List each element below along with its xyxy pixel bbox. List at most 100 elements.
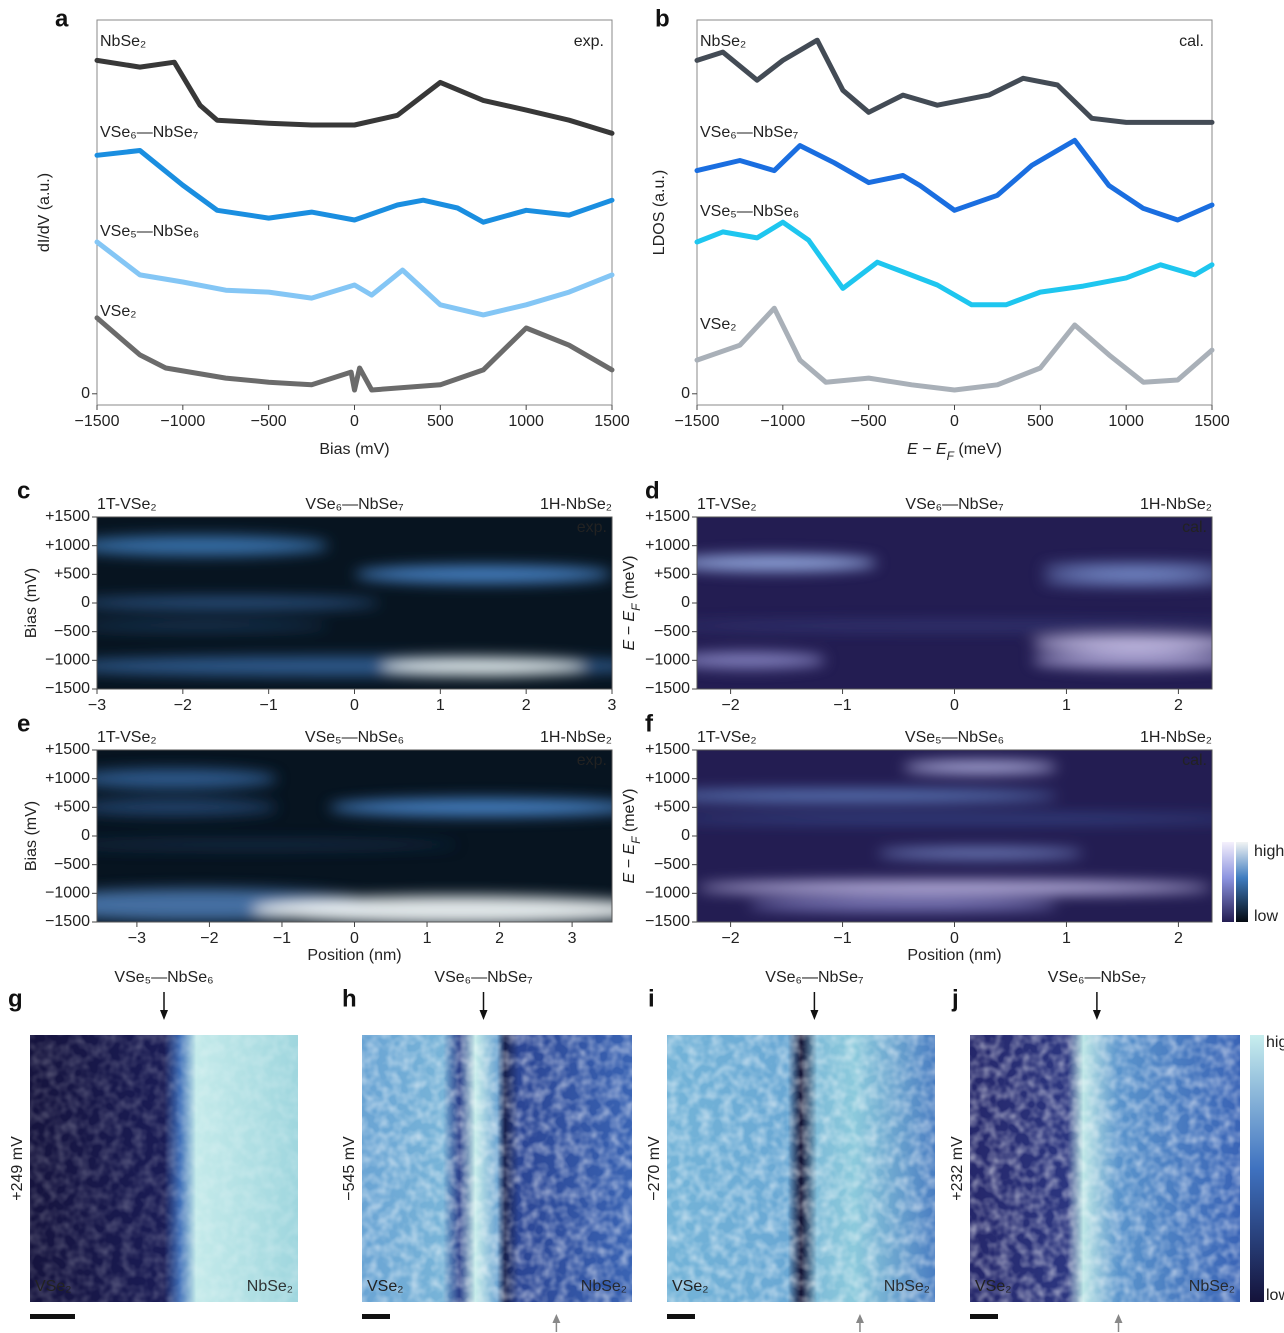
- series-label: VSe₅—NbSe₆: [100, 223, 199, 240]
- stm-texture: [30, 1035, 298, 1302]
- heatmap-band: [748, 898, 1058, 911]
- arrow-head: [1092, 1010, 1101, 1020]
- series-line: [94, 148, 615, 225]
- y-tick-label: 0: [81, 827, 90, 844]
- heatmap-band: [97, 597, 381, 609]
- series-line: [94, 315, 615, 393]
- heatmap-band: [1042, 563, 1212, 574]
- y-tick-label: +500: [54, 799, 90, 816]
- panel-letter: c: [17, 477, 30, 504]
- x-tick-label: −1: [273, 930, 291, 947]
- x-axis-label: Position (nm): [307, 947, 401, 964]
- x-axis-label: Bias (mV): [319, 441, 389, 458]
- panel-letter: b: [655, 5, 670, 32]
- panel-tag: exp.: [577, 752, 607, 769]
- junction-label: VSe₆—NbSe₇: [434, 969, 532, 986]
- x-tick-label: 1: [436, 697, 445, 714]
- x-tick-label: −1500: [75, 413, 120, 430]
- panel-tag: exp.: [577, 519, 607, 536]
- bias-label: −545 mV: [341, 1136, 358, 1201]
- side-label: 1H-NbSe₂: [540, 729, 612, 746]
- x-tick-label: 3: [608, 697, 617, 714]
- y-tick-label: 0: [81, 385, 90, 402]
- panel-letter: i: [648, 985, 655, 1012]
- y-axis-label: dI/dV (a.u.): [36, 173, 53, 252]
- panel-letter: d: [645, 477, 660, 504]
- y-tick-label: −500: [54, 623, 90, 640]
- panel-tag: exp.: [574, 33, 604, 50]
- y-tick-label: −1500: [45, 913, 90, 930]
- y-tick-label: −1500: [645, 680, 690, 697]
- panel-letter: h: [342, 985, 357, 1012]
- arrow-head: [160, 1010, 168, 1020]
- x-tick-label: −2: [721, 930, 739, 947]
- region-label: VSe₂: [975, 1278, 1011, 1295]
- side-label: 1H-NbSe₂: [540, 496, 612, 513]
- series-label: VSe₅—NbSe₆: [700, 203, 799, 220]
- side-label: 1T-VSe₂: [97, 729, 157, 746]
- heatmap-band: [1031, 635, 1212, 652]
- heatmap-bands: [97, 768, 612, 922]
- x-tick-label: 2: [522, 697, 531, 714]
- y-tick-label: −1000: [45, 885, 90, 902]
- heatmap: [97, 750, 612, 922]
- junction-label: VSe₅—NbSe₆: [114, 969, 213, 986]
- x-tick-label: 500: [427, 413, 454, 430]
- marker-arrow-head: [1114, 1314, 1123, 1323]
- colorbar-label: low: [1254, 908, 1278, 925]
- y-tick-label: −1500: [645, 913, 690, 930]
- series-label: VSe₂: [700, 316, 736, 333]
- y-axis-label: Bias (mV): [23, 568, 40, 638]
- heatmap: [697, 750, 1212, 922]
- region-label: VSe₂: [672, 1278, 708, 1295]
- heatmap-band: [697, 621, 1212, 630]
- stm-texture: [362, 1035, 632, 1302]
- stm-texture: [667, 1035, 935, 1302]
- y-tick-label: +1500: [45, 741, 90, 758]
- x-tick-label: 2: [495, 930, 504, 947]
- heatmap: [97, 517, 612, 689]
- y-axis-label: E − EF (meV): [621, 789, 643, 884]
- y-tick-label: +500: [54, 566, 90, 583]
- stm-texture: [970, 1035, 1240, 1302]
- series-label: NbSe₂: [100, 33, 146, 50]
- panel-letter: a: [55, 5, 69, 32]
- y-tick-label: 0: [81, 594, 90, 611]
- junction-label: VSe₆—NbSe₇: [1048, 969, 1146, 986]
- series-label: VSe₆—NbSe₇: [100, 124, 198, 141]
- x-tick-label: −1500: [675, 413, 720, 430]
- junction-label: VSe₆—NbSe₇: [905, 496, 1003, 513]
- x-tick-label: 1000: [1108, 413, 1144, 430]
- y-tick-label: +1500: [45, 508, 90, 525]
- x-tick-label: 2: [1174, 930, 1183, 947]
- y-tick-label: −1000: [645, 885, 690, 902]
- heatmap-band: [380, 657, 587, 676]
- side-label: 1H-NbSe₂: [1140, 729, 1212, 746]
- junction-label: VSe₆—NbSe₇: [765, 969, 863, 986]
- y-tick-label: +1000: [645, 537, 690, 554]
- region-label: NbSe₂: [1189, 1278, 1235, 1295]
- y-axis-label-part: E − E: [621, 611, 638, 651]
- x-tick-label: 0: [350, 697, 359, 714]
- heatmap-bands: [697, 554, 1212, 669]
- y-tick-label: +1000: [645, 770, 690, 787]
- scale-bar: [362, 1314, 390, 1319]
- heatmap-band: [697, 554, 878, 571]
- y-axis-label-part: E − E: [621, 844, 638, 884]
- heatmap-band: [903, 761, 1058, 774]
- colorbar: [1250, 1035, 1264, 1302]
- bias-label: +232 mV: [949, 1136, 966, 1201]
- series-label: VSe₆—NbSe₇: [700, 124, 798, 141]
- heatmap-bands: [697, 761, 1212, 911]
- region-label: NbSe₂: [581, 1278, 627, 1295]
- y-tick-label: +1000: [45, 537, 90, 554]
- junction-label: VSe₅—NbSe₆: [305, 729, 404, 746]
- y-tick-label: −500: [54, 856, 90, 873]
- series-line: [694, 137, 1215, 223]
- series-line: [694, 219, 1215, 308]
- x-tick-label: −1: [833, 930, 851, 947]
- y-axis-label-part: (meV): [621, 556, 638, 604]
- x-tick-label: −2: [200, 930, 218, 947]
- scale-bar: [970, 1314, 998, 1319]
